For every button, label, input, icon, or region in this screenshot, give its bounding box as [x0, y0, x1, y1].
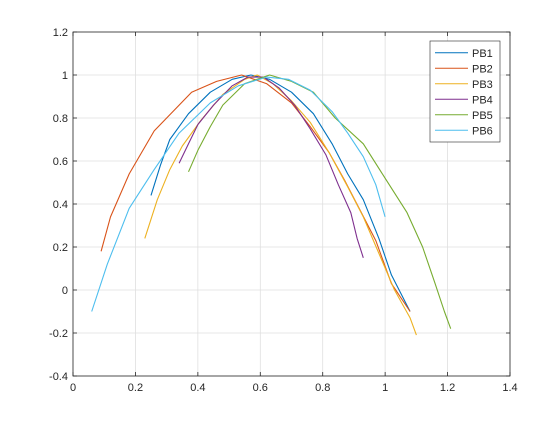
y-tick-labels: -0.4 -0.2 0 0.2 0.4 0.6 0.8 1 1.2 [49, 27, 68, 383]
x-tick-label: 1.2 [440, 382, 455, 394]
x-tick-label: 0.8 [315, 382, 330, 394]
x-tick-label: 1.4 [502, 382, 517, 394]
y-tick-label: -0.4 [49, 371, 68, 383]
x-tick-label: 0.6 [253, 382, 268, 394]
series-line-pb1 [150, 74, 411, 312]
x-tick-label: 1 [382, 382, 388, 394]
x-tick-labels: 0 0.2 0.4 0.6 0.8 1 1.2 1.4 [70, 382, 518, 394]
series-line-pb6 [91, 76, 386, 312]
y-tick-label: 0.4 [53, 199, 68, 211]
tick-marks [72, 31, 511, 377]
legend-label-pb6: PB6 [472, 125, 493, 137]
series-line-pb3 [144, 74, 417, 336]
series-line-pb4 [178, 76, 364, 258]
x-tick-label: 0.4 [190, 382, 205, 394]
y-tick-label: 0 [62, 285, 68, 297]
legend-label-pb1: PB1 [472, 48, 493, 60]
legend-label-pb3: PB3 [472, 79, 493, 91]
y-tick-label: -0.2 [49, 328, 68, 340]
legend: PB1 PB2 PB3 PB4 PB5 PB6 [429, 40, 501, 143]
legend-box [429, 40, 501, 143]
y-tick-label: 0.2 [53, 242, 68, 254]
legend-label-pb4: PB4 [472, 94, 493, 106]
legend-label-pb5: PB5 [472, 110, 493, 122]
x-tick-label: 0.2 [128, 382, 143, 394]
series-line-pb2 [100, 74, 411, 312]
y-tick-label: 0.8 [53, 113, 68, 125]
series-layer [91, 74, 452, 336]
y-tick-label: 1 [62, 70, 68, 82]
legend-label-pb2: PB2 [472, 63, 493, 75]
y-tick-label: 0.6 [53, 156, 68, 168]
x-tick-label: 0 [70, 382, 76, 394]
y-tick-label: 1.2 [53, 27, 68, 39]
series-line-pb5 [187, 74, 452, 329]
